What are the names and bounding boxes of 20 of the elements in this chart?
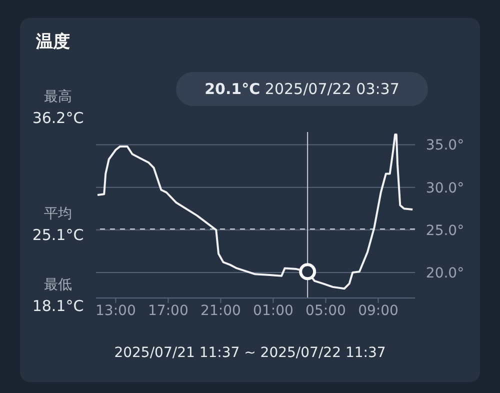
x-tick-label: 09:00 — [358, 302, 398, 319]
line-series — [96, 134, 414, 290]
x-tick-label: 17:00 — [148, 302, 188, 319]
text: 20.1°C 2025/07/22 03:37 — [176, 72, 428, 106]
chart-title: 温度 — [36, 31, 70, 53]
text: 36.2°C — [31, 109, 85, 127]
text: 25.1°C — [31, 226, 85, 244]
y-tick-label: 20.0° — [426, 265, 464, 282]
text: 最高 — [43, 88, 73, 106]
x-tick-label: 21:00 — [200, 302, 241, 319]
y-tick-label: 25.0° — [426, 222, 464, 239]
text: 18.1°C — [31, 297, 85, 315]
y-tick-label: 35.0° — [426, 138, 464, 154]
x-tick-label: 13:00 — [96, 302, 136, 319]
text: 平均 — [43, 205, 73, 223]
text: 最低 — [43, 276, 73, 294]
y-tick-label: 30.0° — [426, 180, 464, 196]
x-tick-label: 01:00 — [253, 302, 294, 319]
x-tick-label: 05:00 — [306, 302, 346, 319]
x-axis-title: 2025/07/21 11:37 ~ 2025/07/22 11:37 — [113, 345, 387, 361]
